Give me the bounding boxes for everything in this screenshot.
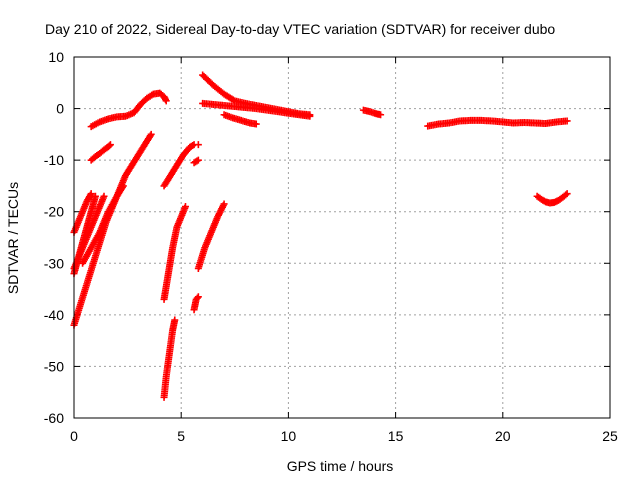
- series-arc-14: [194, 200, 228, 272]
- x-tick-label: 25: [602, 428, 618, 444]
- series-arc-1: [70, 130, 155, 329]
- data-point: [100, 192, 108, 200]
- series-arc-3: [70, 192, 108, 272]
- data-point: [119, 182, 127, 190]
- tick-labels: 0 5 10 15 20 25 -60 -50 -40 -30 -20 -10 0 10: [44, 49, 618, 444]
- series-arc-6: [87, 141, 114, 164]
- x-axis-title: GPS time / hours: [287, 458, 394, 474]
- series-arc-17: [220, 111, 260, 128]
- series-arc-8: [160, 141, 198, 190]
- data-point: [306, 112, 314, 120]
- data-point: [162, 97, 170, 105]
- data-point: [377, 111, 385, 119]
- y-tick-label: 0: [56, 101, 64, 117]
- y-tick-label: -40: [44, 307, 64, 323]
- y-tick-label: -50: [44, 358, 64, 374]
- data-point: [91, 192, 99, 200]
- y-axis-title: SDTVAR / TECUs: [5, 182, 21, 294]
- x-tick-label: 0: [70, 428, 78, 444]
- data-point: [147, 130, 155, 138]
- grid-lines: [74, 57, 610, 418]
- series-arc-11: [190, 293, 202, 314]
- y-tick-label: -10: [44, 152, 64, 168]
- data-point: [562, 191, 570, 199]
- data-point: [563, 190, 571, 198]
- series-arc-16: [199, 99, 314, 120]
- data-point: [193, 294, 201, 302]
- data-point: [220, 200, 228, 208]
- x-tick-label: 5: [177, 428, 185, 444]
- y-tick-label: -60: [44, 410, 64, 426]
- data-point: [105, 142, 113, 150]
- y-tick-label: 10: [48, 49, 64, 65]
- series-arc-19: [424, 116, 571, 130]
- data-points: [70, 71, 571, 401]
- series-arc-9: [160, 203, 189, 303]
- data-point: [194, 141, 202, 149]
- x-tick-label: 10: [281, 428, 297, 444]
- data-point: [194, 293, 202, 301]
- data-point: [563, 117, 571, 125]
- y-tick-label: -20: [44, 204, 64, 220]
- data-point: [189, 142, 197, 150]
- series-arc-7: [87, 89, 170, 131]
- data-point: [106, 141, 114, 149]
- data-point: [181, 203, 189, 211]
- x-tick-label: 20: [495, 428, 511, 444]
- data-point: [146, 132, 154, 140]
- axis-ticks: [73, 56, 611, 419]
- series-arc-4: [70, 190, 95, 236]
- data-point: [87, 190, 95, 198]
- series-arc-20: [533, 190, 571, 207]
- data-point: [193, 157, 201, 165]
- y-tick-label: -30: [44, 255, 64, 271]
- series-arc-18: [359, 106, 385, 119]
- series-arc-13: [194, 141, 202, 149]
- plot-frame: [73, 56, 611, 419]
- data-point: [118, 183, 126, 191]
- x-tick-label: 15: [388, 428, 404, 444]
- series-arc-5: [79, 182, 127, 267]
- data-point: [252, 120, 260, 128]
- data-point: [171, 316, 179, 324]
- series-arc-10: [160, 316, 179, 401]
- series-arc-12: [190, 156, 202, 167]
- chart-title: Day 210 of 2022, Sidereal Day-to-day VTE…: [45, 21, 555, 37]
- data-point: [229, 96, 237, 104]
- data-point: [194, 156, 202, 164]
